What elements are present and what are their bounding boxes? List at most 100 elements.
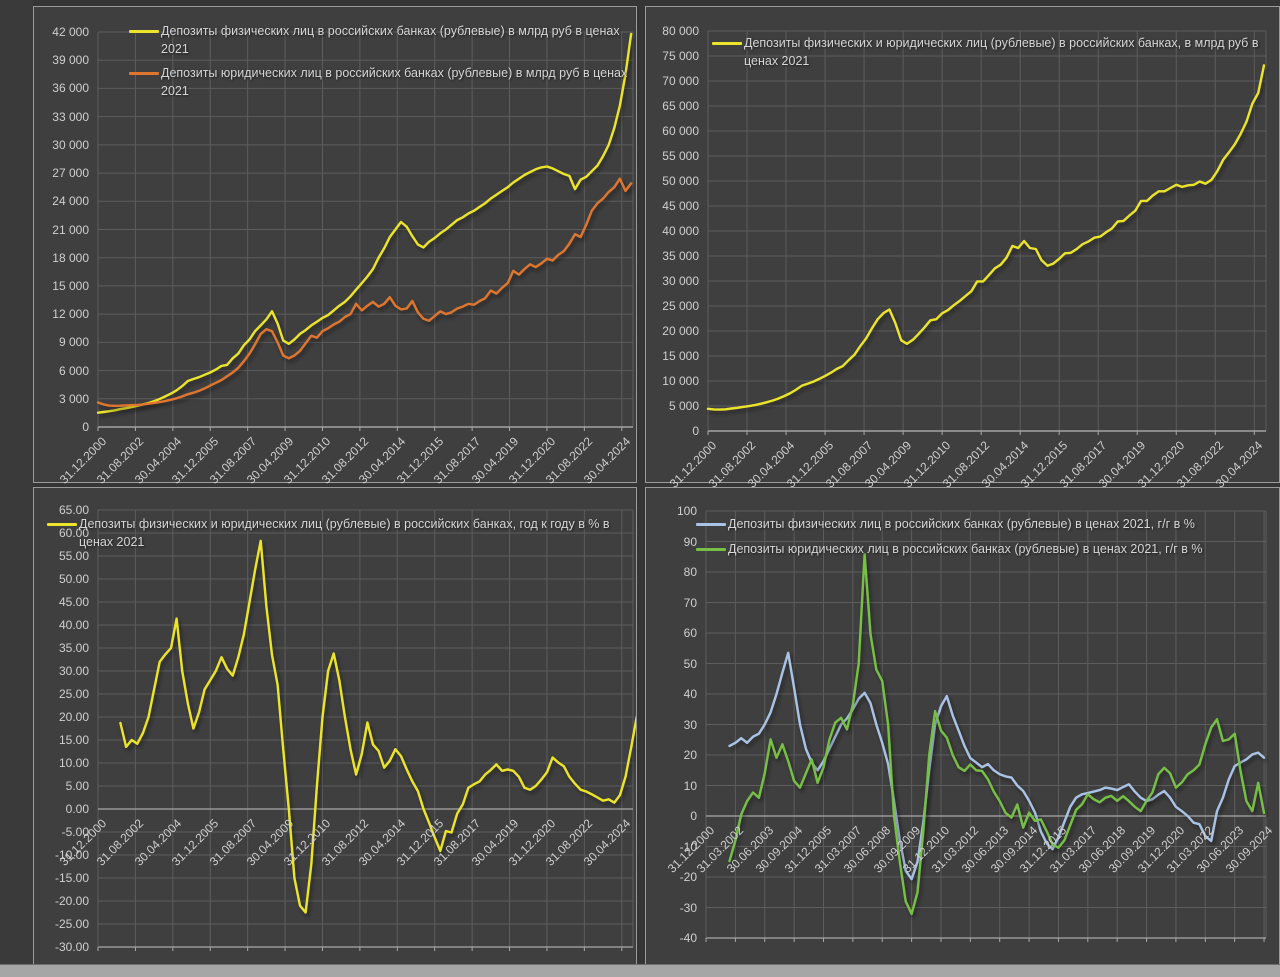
- y-tick-label: 65.00: [58, 503, 89, 517]
- y-tick-label: 65 000: [662, 99, 699, 113]
- series-line-swatch-individuals: [129, 30, 159, 33]
- legend-label: Депозиты физических лиц в российских бан…: [728, 517, 1195, 531]
- series-line: [728, 553, 1266, 916]
- series-line: [706, 64, 1266, 411]
- y-tick-label: 20: [683, 748, 697, 762]
- y-tick-label: 45.00: [58, 595, 89, 609]
- y-tick-label: 35 000: [662, 249, 699, 263]
- y-tick-label: 12 000: [52, 307, 89, 322]
- y-tick-label: 21 000: [52, 222, 89, 237]
- chart-legend: Депозиты физических лиц в российских бан…: [129, 23, 629, 107]
- legend-label: Депозиты физических и юридических лиц (р…: [744, 36, 1259, 68]
- y-tick-label: 60.00: [58, 526, 89, 540]
- y-tick-label: 6 000: [58, 363, 89, 378]
- series-line-swatch-total: [712, 42, 742, 45]
- sheet-left-margin: [0, 0, 33, 965]
- window-bottom-strip: [0, 964, 1280, 977]
- y-tick-label: 30: [683, 717, 697, 732]
- legend-item: Депозиты физических лиц в российских бан…: [129, 23, 629, 58]
- y-tick-label: 0.00: [65, 802, 89, 816]
- series-line-swatch-legal-entities: [129, 72, 159, 75]
- series-line: [119, 539, 636, 914]
- legend-item: Депозиты физических и юридических лиц (р…: [47, 516, 619, 551]
- y-tick-label: 60: [683, 626, 697, 640]
- series-line-swatch-legal-entities-yoy: [696, 547, 726, 551]
- y-tick-label: -15.00: [54, 871, 89, 885]
- y-tick-label: 50 000: [662, 174, 699, 188]
- y-tick-label: 15.00: [58, 733, 89, 747]
- series-line-swatch-individuals-yoy: [696, 523, 726, 526]
- chart-legend: Депозиты физических и юридических лиц (р…: [47, 516, 619, 558]
- y-tick-label: 33 000: [52, 109, 89, 124]
- legend-item: Депозиты юридических лиц в российских ба…: [129, 65, 629, 100]
- y-tick-label: 70 000: [662, 74, 699, 88]
- y-tick-label: 3 000: [58, 391, 89, 406]
- y-tick-label: 50: [683, 656, 697, 671]
- legend-item: Депозиты юридических лиц в российских ба…: [696, 541, 1274, 559]
- y-tick-label: 15 000: [662, 349, 699, 363]
- y-tick-label: -5.00: [61, 825, 89, 839]
- y-tick-label: 0: [82, 420, 89, 434]
- y-tick-label: -20.00: [54, 894, 89, 908]
- y-tick-label: 18 000: [52, 250, 89, 265]
- y-tick-label: 30 000: [662, 274, 699, 288]
- legend-label: Депозиты юридических лиц в российских ба…: [161, 66, 628, 98]
- chart-panel-deposit-levels-total[interactable]: Депозиты физических и юридических лиц (р…: [645, 6, 1280, 491]
- y-tick-label: 25.00: [58, 687, 89, 701]
- y-tick-label: 40 000: [662, 224, 699, 238]
- y-tick-label: -30: [679, 900, 697, 915]
- y-tick-label: 55.00: [58, 549, 89, 563]
- chart-legend: Депозиты физических лиц в российских бан…: [696, 516, 1274, 565]
- legend-label: Депозиты юридических лиц в российских ба…: [728, 541, 1203, 556]
- y-tick-label: 5.00: [65, 779, 89, 793]
- legend-item: Депозиты физических лиц в российских бан…: [696, 516, 1274, 534]
- y-tick-label: 25 000: [662, 299, 699, 313]
- y-tick-label: 36 000: [52, 81, 89, 96]
- y-tick-label: 42 000: [52, 25, 89, 39]
- chart-panel-deposit-levels-individuals-vs-legal[interactable]: Депозиты физических лиц в российских бан…: [33, 6, 637, 487]
- legend-label: Депозиты физических и юридических лиц (р…: [79, 517, 610, 549]
- chart-panel-yoy-growth-individuals-vs-legal[interactable]: Депозиты физических лиц в российских бан…: [645, 487, 1280, 965]
- legend-label: Депозиты физических лиц в российских бан…: [161, 24, 620, 56]
- y-tick-label: 100: [676, 504, 697, 518]
- series-line: [96, 32, 633, 414]
- y-tick-label: 60 000: [662, 124, 699, 138]
- y-tick-label: 0: [692, 424, 699, 438]
- y-tick-label: -20: [679, 870, 697, 884]
- y-tick-label: 24 000: [52, 194, 89, 209]
- y-tick-label: 39 000: [52, 53, 89, 68]
- y-tick-label: 70: [683, 595, 697, 610]
- y-tick-label: 50.00: [58, 572, 89, 586]
- y-tick-label: 15 000: [52, 278, 89, 293]
- y-tick-label: 45 000: [662, 199, 699, 213]
- y-tick-label: 30.00: [58, 664, 89, 678]
- y-tick-label: -40: [679, 931, 697, 945]
- y-tick-label: 20.00: [58, 710, 89, 724]
- y-tick-label: 10: [683, 778, 697, 793]
- y-tick-label: 55 000: [662, 149, 699, 163]
- series-line-swatch-total-yoy: [47, 523, 77, 526]
- y-tick-label: 80: [683, 565, 697, 579]
- legend-item: Депозиты физических и юридических лиц (р…: [712, 35, 1274, 70]
- y-tick-label: 10 000: [662, 374, 699, 388]
- series-line: [96, 177, 633, 407]
- y-tick-label: 90: [683, 534, 697, 549]
- y-tick-label: 0: [690, 809, 697, 823]
- y-tick-label: 5 000: [668, 399, 699, 413]
- series-line: [728, 651, 1266, 881]
- y-tick-label: 20 000: [662, 324, 699, 338]
- y-tick-label: -25.00: [54, 917, 89, 931]
- y-tick-label: 30 000: [52, 137, 89, 152]
- y-tick-label: -10: [679, 839, 697, 854]
- y-tick-label: -10.00: [54, 848, 89, 862]
- y-tick-label: 10.00: [58, 756, 89, 770]
- y-tick-label: -30.00: [54, 940, 89, 954]
- y-tick-label: 40.00: [58, 618, 89, 632]
- y-tick-label: 80 000: [662, 24, 699, 38]
- y-tick-label: 9 000: [58, 335, 89, 350]
- chart-legend: Депозиты физических и юридических лиц (р…: [712, 35, 1274, 77]
- chart-panel-total-deposits-yoy-growth[interactable]: Депозиты физических и юридических лиц (р…: [33, 487, 637, 965]
- y-tick-label: 35.00: [58, 641, 89, 655]
- y-tick-label: 40: [683, 687, 697, 701]
